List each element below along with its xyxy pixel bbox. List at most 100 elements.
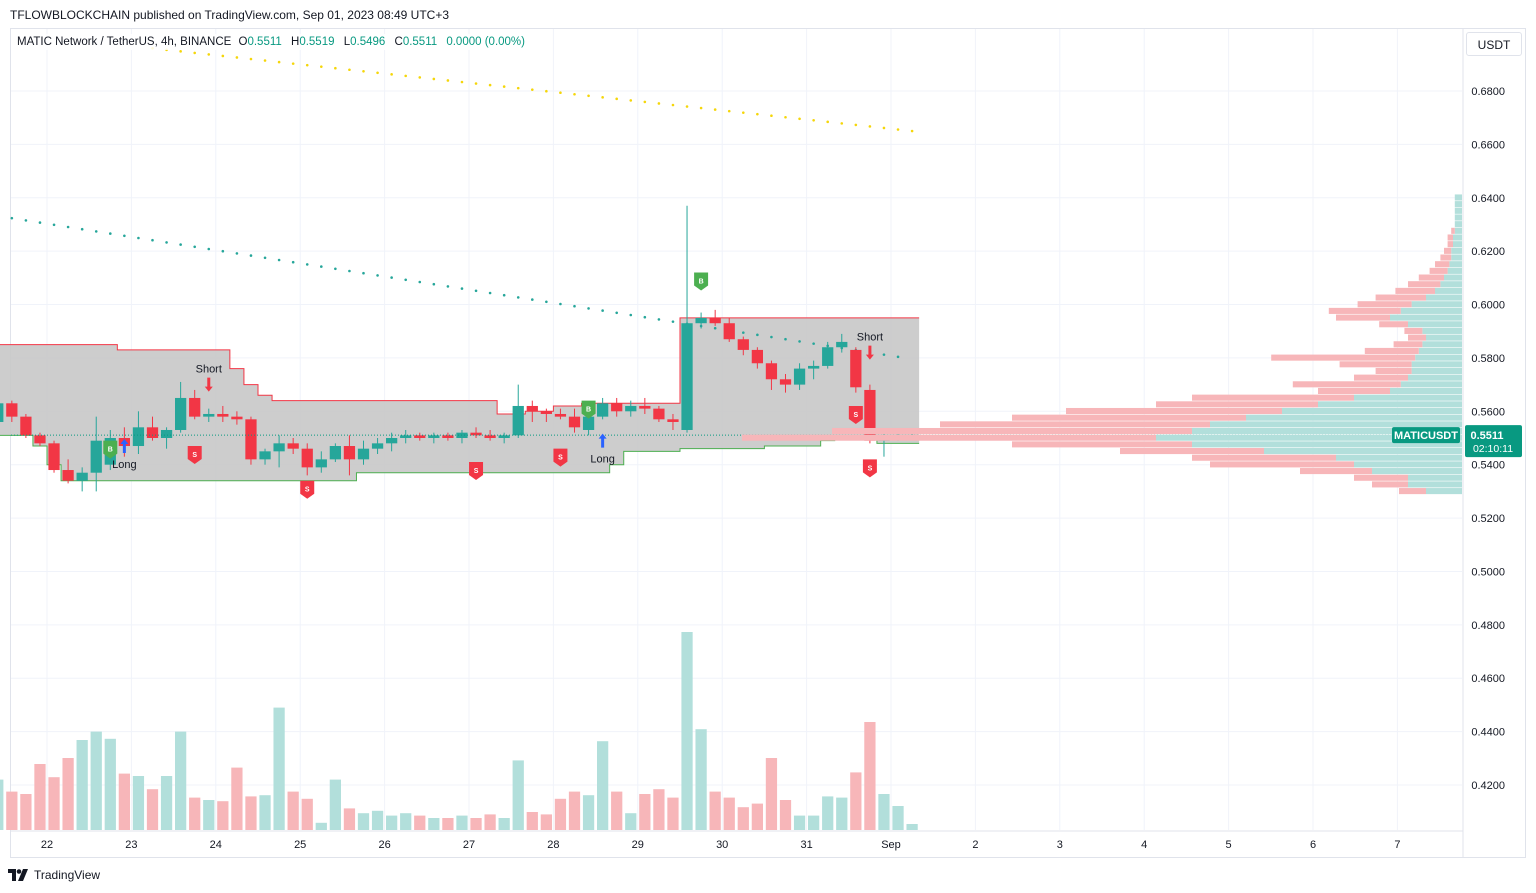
short-label: Short — [857, 332, 883, 344]
dot — [207, 53, 211, 56]
time-tick-label: 29 — [632, 839, 644, 851]
volume-bar — [751, 803, 763, 830]
volume-bars — [0, 632, 918, 830]
candle-body — [442, 435, 454, 438]
candle-body — [512, 405, 524, 436]
dot — [123, 234, 126, 238]
candle — [470, 427, 482, 438]
dot — [24, 219, 28, 222]
candle — [189, 389, 201, 420]
dot — [742, 111, 745, 114]
volume-bar — [0, 779, 4, 830]
volume-profile-buy — [1454, 221, 1462, 228]
volume-bar — [287, 791, 299, 830]
dot — [320, 65, 323, 68]
candle — [301, 443, 313, 476]
candle-body — [597, 403, 609, 417]
candle — [175, 381, 187, 433]
time-tick-label: 4 — [1141, 839, 1147, 851]
volume-profile-buy — [1408, 321, 1462, 328]
volume-profile-sell — [1336, 314, 1390, 321]
volume-bar — [6, 791, 18, 830]
sell-marker-label: S — [474, 468, 479, 475]
volume-profile-buy — [1192, 427, 1462, 435]
volume-bar — [765, 758, 778, 830]
dot — [798, 340, 801, 343]
candle — [554, 408, 567, 420]
short-signal: Short — [857, 332, 883, 360]
candle-body — [850, 349, 862, 388]
volume-profile-buy — [1422, 327, 1462, 334]
dot — [770, 114, 773, 118]
candle — [62, 459, 74, 484]
candle — [217, 405, 229, 422]
candle — [864, 384, 876, 444]
candle-body — [386, 438, 398, 444]
candle — [231, 411, 243, 425]
trend-band-fill — [0, 317, 920, 481]
candle-body — [315, 459, 327, 468]
candle-body — [751, 349, 763, 364]
dot — [249, 254, 253, 257]
trend-band-lower — [0, 434, 920, 482]
candle — [400, 429, 412, 444]
volume-profile-buy — [1354, 394, 1462, 401]
volume-profile-buy — [1451, 247, 1462, 254]
bar-countdown: 02:10:11 — [1473, 443, 1513, 455]
dot — [291, 260, 295, 264]
dot — [305, 63, 309, 67]
dot — [713, 108, 717, 111]
candle — [611, 397, 623, 417]
volume-profile-buy — [1411, 367, 1462, 375]
long-signal: Long — [112, 439, 137, 471]
candle-body — [62, 470, 74, 481]
dot — [277, 258, 281, 262]
sell-marker-label: S — [192, 452, 197, 459]
volume-bar — [386, 815, 398, 830]
volume-profile-buy — [1400, 307, 1462, 314]
sell-signal: S — [553, 448, 568, 467]
volume-bar — [189, 797, 201, 830]
dot — [545, 89, 548, 93]
volume-bar — [836, 797, 848, 830]
volume-bar — [259, 795, 271, 830]
dot — [742, 331, 745, 334]
candle-body — [540, 411, 552, 414]
candle-body — [189, 397, 201, 417]
dot — [334, 267, 337, 271]
volume-bar — [639, 794, 651, 830]
volume-profile-buy — [1246, 414, 1462, 421]
volume-profile-sell — [1300, 468, 1372, 475]
candle-body — [639, 405, 651, 409]
dot — [179, 243, 182, 246]
dot — [882, 353, 886, 356]
dot — [488, 291, 492, 295]
dot — [10, 216, 14, 220]
volume-profile-sell — [1375, 294, 1426, 301]
time-tick-label: 6 — [1310, 839, 1316, 851]
price-tick-label: 0.5800 — [1471, 353, 1505, 365]
short-label: Short — [196, 364, 222, 376]
dot — [643, 100, 647, 104]
candle-body — [723, 323, 735, 340]
volume-bar — [400, 813, 412, 830]
long-arrow-icon — [598, 433, 607, 448]
long-label: Long — [590, 454, 614, 466]
candle — [484, 429, 496, 441]
footer-branding[interactable]: TradingView — [8, 866, 100, 884]
candle — [667, 413, 679, 430]
currency-button[interactable]: USDT — [1466, 32, 1522, 56]
volume-bar — [878, 794, 890, 830]
candle-body — [20, 416, 32, 436]
dot — [446, 285, 450, 288]
short-signal: Short — [196, 364, 222, 392]
volume-profile-buy — [1192, 441, 1462, 448]
candle-body — [231, 416, 243, 420]
dot — [587, 94, 590, 98]
dot — [615, 97, 618, 101]
volume-bar — [568, 791, 581, 830]
time-tick-label: 22 — [41, 839, 53, 851]
candle — [329, 443, 341, 463]
legend-symbol[interactable]: MATIC Network / TetherUS, 4h, BINANCE — [17, 36, 232, 48]
